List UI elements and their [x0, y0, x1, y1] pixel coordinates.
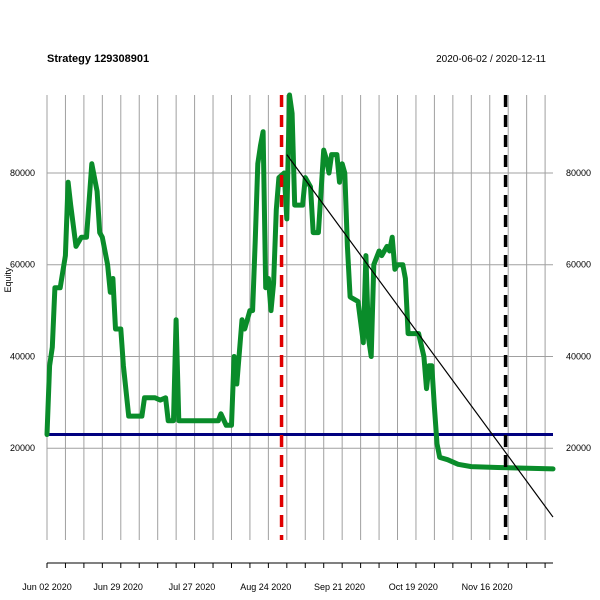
x-tick-label: Oct 19 2020 — [389, 582, 438, 592]
y-tick-label-right: 20000 — [566, 443, 591, 453]
axes: 20000 20000 40000 40000 60000 60000 80000 80000… — [10, 168, 591, 592]
trend-line — [286, 154, 554, 518]
y-tick-label-right: 80000 — [566, 168, 591, 178]
y-tick-label-left: 80000 — [10, 168, 35, 178]
y-axis-label: Equity — [3, 267, 13, 293]
y-tick-label-left: 20000 — [10, 443, 35, 453]
equity-series-line — [44, 92, 556, 472]
x-tick-label: Nov 16 2020 — [462, 582, 513, 592]
y-tick-label-right: 40000 — [566, 351, 591, 361]
x-tick-label: Aug 24 2020 — [240, 582, 291, 592]
grid — [46, 95, 553, 540]
y-tick-label-left: 40000 — [10, 351, 35, 361]
x-tick-label: Jul 27 2020 — [169, 582, 216, 592]
plot-lines — [44, 92, 556, 540]
x-tick-label: Jun 02 2020 — [22, 582, 72, 592]
date-range-label: 2020-06-02 / 2020-12-11 — [436, 54, 546, 65]
y-tick-label-right: 60000 — [566, 260, 591, 270]
y-tick-label-left: 60000 — [10, 260, 35, 270]
x-tick-label: Sep 21 2020 — [314, 582, 365, 592]
x-tick-label: Jun 29 2020 — [93, 582, 143, 592]
chart-title: Strategy 129308901 — [47, 53, 149, 65]
